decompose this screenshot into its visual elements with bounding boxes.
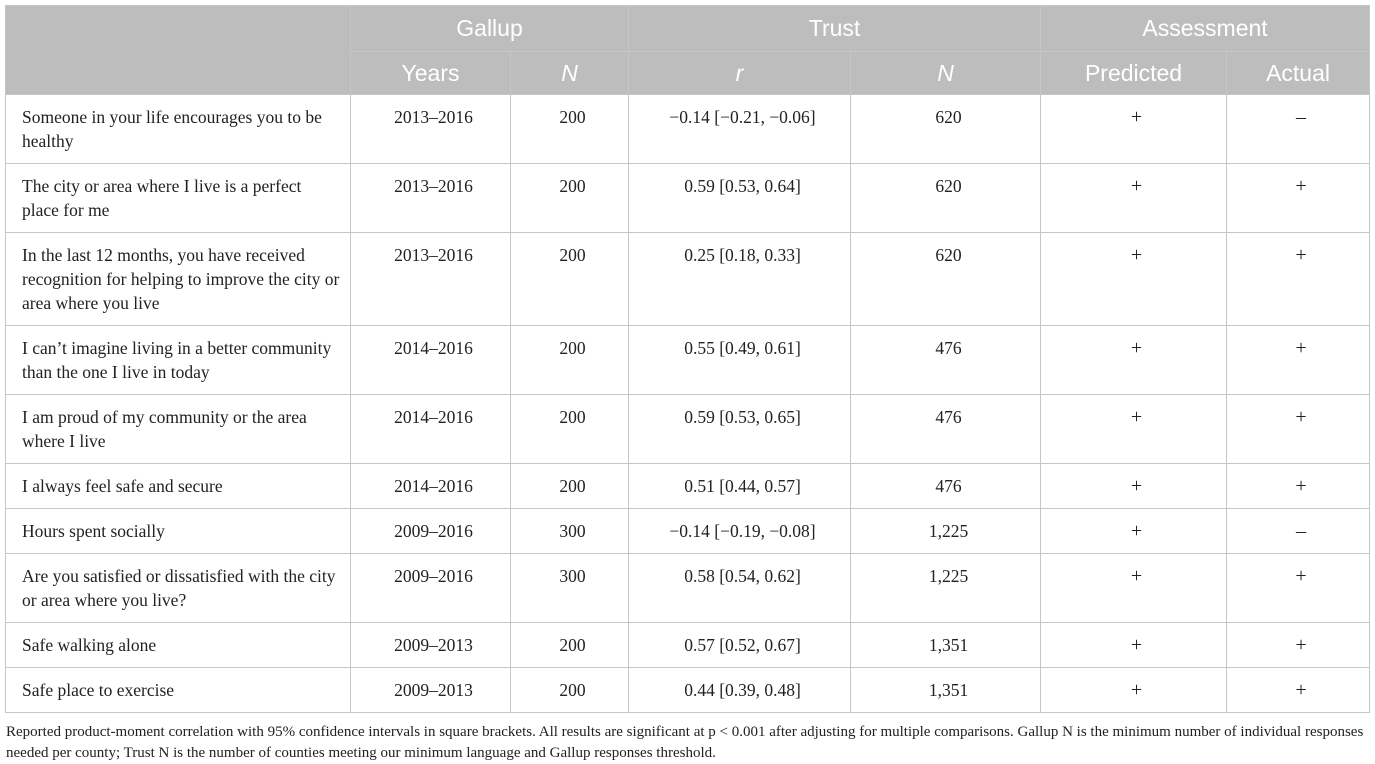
cell-r: 0.51 [0.44, 0.57] [628,463,852,509]
cell-gallup-n: 300 [509,553,630,623]
table-row: Someone in your life encourages you to b… [5,94,1371,164]
cell-predicted: + [1040,508,1228,554]
cell-r: 0.59 [0.53, 0.64] [628,163,852,233]
cell-actual: – [1226,94,1371,164]
cell-r: 0.59 [0.53, 0.65] [628,394,852,464]
table-row: Safe place to exercise 2009–2013 200 0.44 [… [5,667,1371,713]
cell-item: Safe place to exercise [5,667,351,713]
cell-actual: + [1226,232,1371,326]
header-group-trust: Trust [628,5,1042,52]
cell-predicted: + [1040,622,1228,668]
cell-trust-n: 620 [850,163,1042,233]
cell-actual: + [1226,553,1371,623]
cell-years: 2014–2016 [350,463,511,509]
table-row: In the last 12 months, you have received… [5,232,1371,326]
cell-item: In the last 12 months, you have received… [5,232,351,326]
cell-trust-n: 476 [850,325,1042,395]
cell-item: The city or area where I live is a perfe… [5,163,351,233]
table-row: I am proud of my community or the area w… [5,394,1371,464]
cell-predicted: + [1040,94,1228,164]
cell-gallup-n: 200 [509,94,630,164]
cell-r: −0.14 [−0.21, −0.06] [628,94,852,164]
cell-gallup-n: 200 [509,232,630,326]
table-footnote: Reported product-moment correlation with… [6,724,1364,761]
header-group-assessment: Assessment [1040,5,1371,52]
cell-item: I can’t imagine living in a better commu… [5,325,351,395]
cell-item: I always feel safe and secure [5,463,351,509]
table-row: I can’t imagine living in a better commu… [5,325,1371,395]
cell-actual: + [1226,463,1371,509]
cell-predicted: + [1040,394,1228,464]
cell-r: 0.58 [0.54, 0.62] [628,553,852,623]
cell-gallup-n: 200 [509,163,630,233]
cell-trust-n: 620 [850,232,1042,326]
cell-predicted: + [1040,667,1228,713]
cell-years: 2014–2016 [350,325,511,395]
cell-years: 2009–2013 [350,667,511,713]
cell-years: 2013–2016 [350,94,511,164]
cell-years: 2014–2016 [350,394,511,464]
cell-predicted: + [1040,553,1228,623]
header-trust-n: N [850,51,1042,95]
cell-trust-n: 476 [850,394,1042,464]
cell-years: 2009–2013 [350,622,511,668]
cell-trust-n: 1,225 [850,553,1042,623]
table-row: The city or area where I live is a perfe… [5,163,1371,233]
table-container: Gallup Trust Assessment Years N r N Pred… [5,5,1371,764]
cell-actual: + [1226,622,1371,668]
cell-item: Safe walking alone [5,622,351,668]
header-predicted: Predicted [1040,51,1228,95]
cell-r: 0.57 [0.52, 0.67] [628,622,852,668]
header-item-blank [5,5,351,95]
cell-gallup-n: 200 [509,622,630,668]
cell-r: 0.44 [0.39, 0.48] [628,667,852,713]
cell-predicted: + [1040,163,1228,233]
table-header: Gallup Trust Assessment Years N r N Pred… [5,5,1371,95]
table-row: Hours spent socially 2009–2016 300 −0.14 [−… [5,508,1371,554]
cell-item: Someone in your life encourages you to b… [5,94,351,164]
cell-gallup-n: 200 [509,667,630,713]
cell-trust-n: 476 [850,463,1042,509]
cell-actual: + [1226,667,1371,713]
cell-years: 2009–2016 [350,553,511,623]
cell-trust-n: 1,351 [850,667,1042,713]
cell-actual: + [1226,325,1371,395]
cell-item: Are you satisfied or dissatisfied with t… [5,553,351,623]
cell-r: 0.55 [0.49, 0.61] [628,325,852,395]
cell-r: −0.14 [−0.19, −0.08] [628,508,852,554]
table-row: Safe walking alone 2009–2013 200 0.57 [0.52… [5,622,1371,668]
cell-item: I am proud of my community or the area w… [5,394,351,464]
cell-gallup-n: 300 [509,508,630,554]
cell-actual: + [1226,163,1371,233]
cell-years: 2013–2016 [350,232,511,326]
cell-actual: + [1226,394,1371,464]
cell-predicted: + [1040,325,1228,395]
cell-years: 2009–2016 [350,508,511,554]
cell-gallup-n: 200 [509,394,630,464]
header-actual: Actual [1226,51,1371,95]
cell-gallup-n: 200 [509,463,630,509]
cell-item: Hours spent socially [5,508,351,554]
cell-actual: – [1226,508,1371,554]
cell-years: 2013–2016 [350,163,511,233]
header-years: Years [350,51,511,95]
table-body: Someone in your life encourages you to b… [5,94,1371,713]
cell-predicted: + [1040,463,1228,509]
cell-gallup-n: 200 [509,325,630,395]
cell-r: 0.25 [0.18, 0.33] [628,232,852,326]
header-group-gallup: Gallup [349,5,630,52]
cell-trust-n: 1,351 [850,622,1042,668]
table-row: I always feel safe and secure 2014–2016 20… [5,463,1371,509]
cell-trust-n: 1,225 [850,508,1042,554]
results-table: Gallup Trust Assessment Years N r N Pred… [5,5,1371,713]
header-r: r [628,51,852,95]
cell-predicted: + [1040,232,1228,326]
table-row: Are you satisfied or dissatisfied with t… [5,553,1371,623]
cell-trust-n: 620 [850,94,1042,164]
header-gallup-n: N [509,51,630,95]
